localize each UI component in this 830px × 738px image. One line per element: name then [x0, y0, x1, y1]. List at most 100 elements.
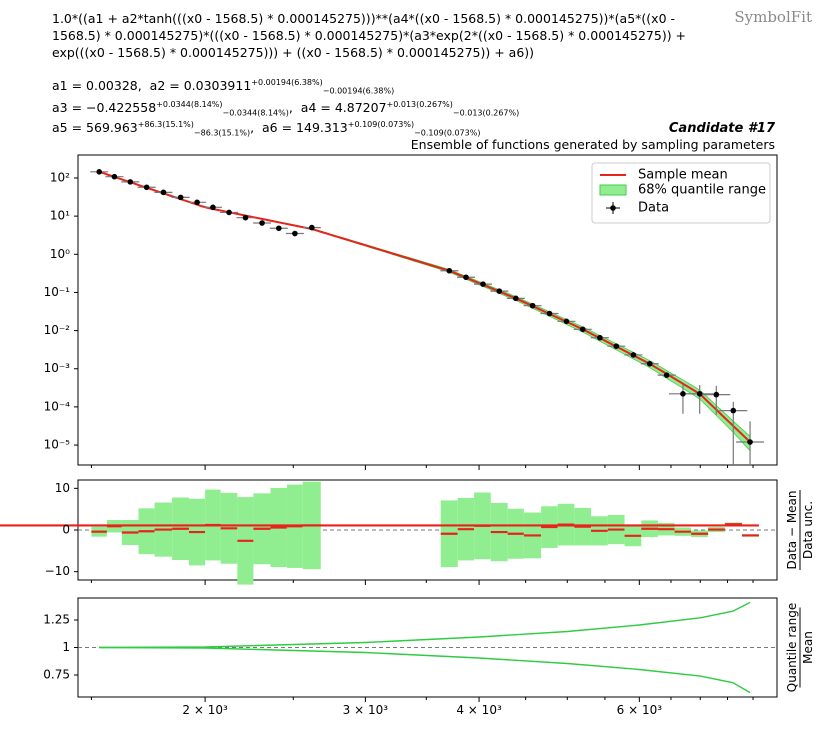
param-a3: a3 = −0.422558 — [52, 100, 157, 116]
ratio-lower-line — [99, 646, 751, 694]
data-point — [640, 360, 659, 367]
data-point-marker — [646, 360, 653, 367]
data-point — [457, 274, 476, 281]
residual-ylabel-num: Data − Mean — [785, 490, 799, 569]
data-point — [702, 385, 731, 415]
formula-text: 1.0*((a1 + a2*tanh(((x0 - 1568.5) * 0.00… — [52, 11, 690, 60]
param-a4: a4 = 4.87207 — [300, 100, 387, 116]
data-point — [171, 194, 190, 201]
data-point — [685, 385, 714, 414]
param-a5-dn: −86.3(15.1%) — [193, 128, 251, 138]
data-point-marker — [276, 225, 282, 232]
data-point-marker — [242, 214, 249, 221]
top-panel-frame — [77, 154, 778, 466]
data-point-marker — [496, 288, 503, 294]
data-point — [557, 318, 576, 325]
ratio-ylabel-num: Quantile range — [785, 603, 799, 692]
data-point — [154, 189, 173, 196]
data-point — [657, 372, 676, 378]
param-a4-up: +0.013(0.267%) — [386, 100, 453, 109]
symbolfit-watermark: SymbolFit — [734, 8, 812, 26]
data-point-marker — [480, 281, 486, 287]
data-point — [440, 267, 459, 274]
data-point-marker — [513, 295, 519, 302]
data-point — [523, 302, 542, 309]
data-point — [188, 199, 207, 206]
data-point — [474, 281, 493, 287]
residual-ytick-label: −10 — [45, 564, 70, 578]
legend-data-label: Data — [638, 201, 669, 216]
data-point-marker — [127, 179, 134, 185]
legend-band-label: 68% quantile range — [638, 183, 766, 198]
data-point-marker — [309, 224, 315, 231]
data-point — [269, 225, 288, 232]
data-point — [607, 343, 626, 349]
data-point — [490, 288, 509, 294]
data-point-marker — [259, 220, 265, 226]
param-a3-dn: −0.0344(8.14%) — [222, 108, 289, 118]
param-a5: a5 = 569.963 — [52, 120, 138, 136]
param-a5-up: +86.3(15.1%) — [137, 120, 194, 129]
data-point — [236, 214, 255, 221]
legend-band-swatch — [599, 184, 627, 196]
param-a3-up: +0.0344(8.14%) — [156, 100, 223, 109]
panel-ylabel: Quantile range Mean — [785, 603, 815, 692]
data-point — [121, 179, 140, 185]
data-point-marker — [529, 302, 536, 309]
data-point — [624, 352, 643, 358]
top-ytick-label: 10⁻¹ — [44, 285, 71, 299]
data-point-marker — [96, 169, 103, 175]
legend-mean-label: Sample mean — [638, 168, 728, 183]
ratio-ylabel-den: Mean — [801, 631, 815, 664]
data-point — [506, 295, 525, 302]
top-ytick-label: 10⁰ — [50, 247, 70, 261]
xtick-label: 4 × 10³ — [456, 703, 502, 717]
data-point-marker — [546, 310, 553, 317]
params-line-3: a5 = 569.963+86.3(15.1%)−86.3(15.1%), a6… — [52, 120, 481, 138]
data-point-marker — [696, 391, 703, 397]
data-point — [719, 401, 748, 465]
top-ytick-label: 10⁻³ — [44, 361, 71, 375]
data-point — [285, 230, 304, 237]
data-point-marker — [680, 391, 686, 397]
data-point — [90, 169, 109, 175]
param-a6-dn: −0.109(0.073%) — [414, 128, 481, 138]
param-a6-up: +0.109(0.073%) — [347, 120, 415, 129]
data-point — [590, 334, 609, 341]
data-point — [105, 173, 124, 180]
data-point — [220, 209, 239, 216]
data-point-marker — [713, 391, 720, 398]
top-ytick-label: 10⁻⁴ — [44, 399, 71, 413]
param-a1: a1 = 0.00328, — [52, 78, 142, 94]
data-point-marker — [730, 407, 737, 414]
data-point-marker — [210, 204, 216, 211]
data-point — [137, 184, 156, 191]
data-point-marker — [747, 439, 753, 445]
data-point-marker — [630, 352, 637, 358]
data-point — [540, 310, 559, 317]
top-ytick-label: 10⁻² — [44, 323, 71, 337]
params-line-1: a1 = 0.00328, a2 = 0.0303911+0.00194(6.3… — [52, 78, 394, 96]
top-ytick-label: 10⁻⁵ — [44, 438, 71, 452]
top-ytick-label: 10¹ — [50, 209, 70, 223]
data-point — [203, 204, 222, 211]
data-point-marker — [579, 326, 586, 333]
data-point-marker — [613, 343, 620, 349]
data-point-marker — [597, 334, 603, 341]
ratio-ytick-label: 1 — [62, 640, 70, 654]
data-point-marker — [463, 274, 469, 281]
top-ytick-label: 10² — [50, 170, 70, 184]
param-a2-up: +0.00194(6.38%) — [251, 78, 323, 87]
data-point — [302, 224, 321, 231]
data-point — [253, 220, 272, 226]
data-point-marker — [663, 372, 670, 378]
data-point-marker — [143, 184, 150, 191]
candidate-label: Candidate #17 — [668, 121, 775, 136]
data-point-marker — [292, 230, 298, 237]
chart-subtitle: Ensemble of functions generated by sampl… — [410, 137, 775, 152]
params-line-2: a3 = −0.422558+0.0344(8.14%)−0.0344(8.14… — [52, 100, 520, 118]
panel-ylabel: Data − Mean Data unc. — [785, 490, 815, 570]
residual-ytick-label: 10 — [55, 481, 70, 495]
